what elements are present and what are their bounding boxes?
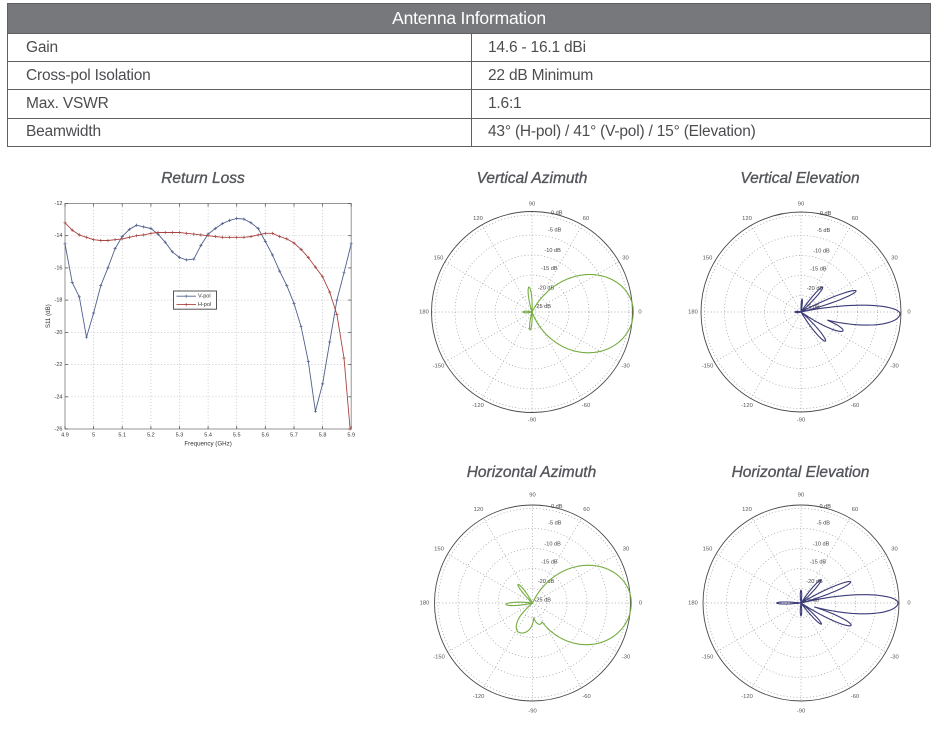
- svg-text:Vertical Elevation: Vertical Elevation: [740, 170, 859, 187]
- svg-text:-25 dB: -25 dB: [535, 597, 552, 603]
- svg-text:5: 5: [92, 433, 95, 439]
- svg-text:Vertical Azimuth: Vertical Azimuth: [477, 170, 588, 187]
- svg-text:-150: -150: [702, 655, 714, 661]
- svg-text:150: 150: [434, 256, 444, 262]
- svg-text:-20 dB: -20 dB: [538, 285, 555, 291]
- svg-text:-30: -30: [622, 655, 630, 661]
- svg-text:-10 dB: -10 dB: [813, 248, 830, 254]
- svg-text:-15 dB: -15 dB: [541, 560, 558, 566]
- svg-text:-5 dB: -5 dB: [548, 521, 562, 527]
- svg-text:-60: -60: [851, 694, 859, 700]
- svg-text:150: 150: [703, 256, 713, 262]
- svg-text:-25 dB: -25 dB: [803, 305, 820, 311]
- svg-text:-10 dB: -10 dB: [813, 541, 830, 547]
- svg-text:Frequency (GHz): Frequency (GHz): [184, 441, 231, 448]
- svg-text:150: 150: [434, 547, 444, 553]
- svg-text:120: 120: [473, 216, 483, 222]
- svg-text:-25 dB: -25 dB: [535, 304, 552, 310]
- svg-text:Return Loss: Return Loss: [161, 170, 245, 187]
- svg-text:-120: -120: [472, 403, 484, 409]
- svg-text:0: 0: [639, 601, 642, 607]
- svg-text:180: 180: [420, 601, 430, 607]
- svg-text:-90: -90: [528, 709, 536, 715]
- svg-text:S11 (dB): S11 (dB): [45, 304, 52, 328]
- svg-text:30: 30: [623, 547, 629, 553]
- svg-text:30: 30: [891, 256, 897, 262]
- svg-text:0: 0: [907, 310, 910, 316]
- svg-text:-30: -30: [890, 364, 898, 370]
- svg-text:-150: -150: [433, 364, 445, 370]
- svg-text:180: 180: [688, 601, 698, 607]
- svg-text:-30: -30: [621, 364, 629, 370]
- svg-text:5.9: 5.9: [347, 433, 355, 439]
- svg-text:90: 90: [798, 202, 804, 208]
- svg-text:150: 150: [703, 547, 713, 553]
- svg-text:120: 120: [474, 507, 484, 513]
- svg-text:-15 dB: -15 dB: [810, 267, 827, 273]
- svg-text:90: 90: [529, 202, 535, 208]
- svg-text:-150: -150: [702, 364, 714, 370]
- svg-text:-120: -120: [741, 694, 753, 700]
- svg-text:60: 60: [583, 507, 589, 513]
- svg-text:-120: -120: [473, 694, 485, 700]
- svg-text:5.5: 5.5: [233, 433, 241, 439]
- svg-text:-5 dB: -5 dB: [817, 228, 831, 234]
- svg-text:-18: -18: [55, 298, 63, 304]
- svg-text:60: 60: [852, 507, 858, 513]
- svg-text:0 dB: 0 dB: [820, 211, 832, 217]
- svg-text:-15 dB: -15 dB: [810, 560, 827, 566]
- svg-text:5.7: 5.7: [290, 433, 298, 439]
- svg-text:-12: -12: [55, 201, 63, 207]
- svg-text:-150: -150: [433, 655, 445, 661]
- svg-text:-20 dB: -20 dB: [806, 579, 823, 585]
- svg-text:0: 0: [638, 310, 641, 316]
- svg-text:5.8: 5.8: [319, 433, 327, 439]
- svg-text:V-pol: V-pol: [198, 294, 211, 300]
- svg-text:0 dB: 0 dB: [551, 210, 563, 216]
- svg-text:-90: -90: [528, 418, 536, 424]
- svg-text:-22: -22: [55, 362, 63, 368]
- svg-text:-20 dB: -20 dB: [538, 579, 555, 585]
- svg-text:-20 dB: -20 dB: [807, 286, 824, 292]
- svg-text:-120: -120: [741, 403, 753, 409]
- svg-text:Horizontal Azimuth: Horizontal Azimuth: [467, 464, 597, 481]
- svg-text:90: 90: [798, 493, 804, 499]
- svg-text:60: 60: [852, 216, 858, 222]
- svg-text:-60: -60: [582, 403, 590, 409]
- svg-text:-90: -90: [797, 418, 805, 424]
- svg-text:-14: -14: [55, 233, 63, 239]
- svg-text:-20: -20: [55, 330, 63, 336]
- svg-text:-15 dB: -15 dB: [541, 266, 558, 272]
- svg-text:30: 30: [622, 256, 628, 262]
- svg-text:-26: -26: [55, 426, 63, 432]
- svg-text:5.4: 5.4: [204, 433, 212, 439]
- svg-text:Horizontal Elevation: Horizontal Elevation: [732, 464, 870, 481]
- svg-text:H-pol: H-pol: [198, 302, 211, 308]
- svg-text:180: 180: [419, 310, 429, 316]
- svg-text:180: 180: [688, 310, 698, 316]
- svg-text:120: 120: [742, 216, 752, 222]
- svg-text:-10 dB: -10 dB: [544, 248, 561, 254]
- svg-text:120: 120: [742, 507, 752, 513]
- svg-text:5.2: 5.2: [147, 433, 155, 439]
- svg-text:0 dB: 0 dB: [820, 504, 832, 510]
- svg-text:0: 0: [907, 601, 910, 607]
- svg-text:30: 30: [891, 547, 897, 553]
- svg-text:-5 dB: -5 dB: [817, 521, 831, 527]
- svg-text:5.6: 5.6: [261, 433, 269, 439]
- svg-text:-5 dB: -5 dB: [548, 227, 562, 233]
- svg-text:-30: -30: [890, 655, 898, 661]
- svg-text:90: 90: [529, 493, 535, 499]
- svg-text:-16: -16: [55, 265, 63, 271]
- svg-text:-60: -60: [582, 694, 590, 700]
- svg-text:5.3: 5.3: [176, 433, 184, 439]
- svg-text:0 dB: 0 dB: [551, 504, 563, 510]
- svg-text:-24: -24: [55, 394, 63, 400]
- svg-text:-60: -60: [851, 403, 859, 409]
- svg-text:-10 dB: -10 dB: [544, 541, 561, 547]
- svg-text:-90: -90: [797, 709, 805, 715]
- svg-text:60: 60: [583, 216, 589, 222]
- svg-text:5.1: 5.1: [118, 433, 126, 439]
- svg-text:4.9: 4.9: [61, 433, 69, 439]
